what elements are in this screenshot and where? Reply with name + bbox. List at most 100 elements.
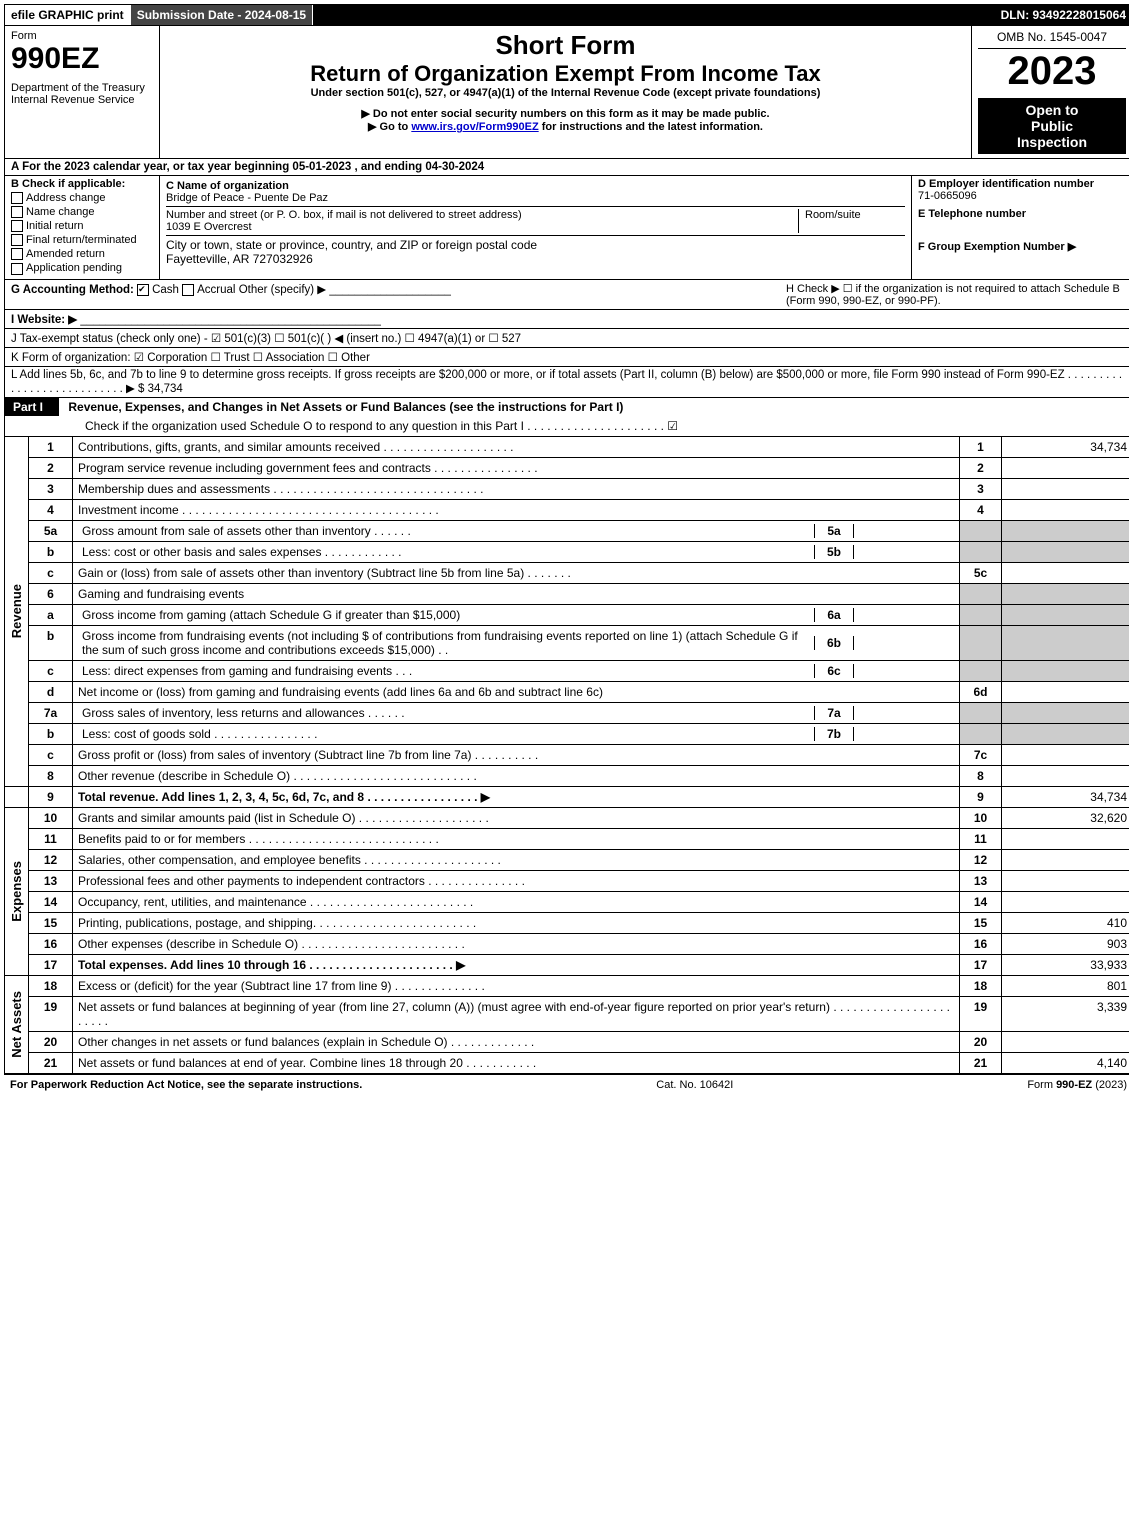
l6d-num: d	[29, 682, 73, 702]
line-i: I Website: ▶ ___________________________…	[4, 310, 1129, 329]
l18-num: 18	[29, 976, 73, 996]
l10-bn: 10	[960, 808, 1002, 828]
l14-num: 14	[29, 892, 73, 912]
l3-bn: 3	[960, 479, 1002, 499]
l9-bn: 9	[960, 787, 1002, 807]
dept-label: Department of the Treasury	[11, 82, 153, 94]
l6a-desc: Gross income from gaming (attach Schedul…	[73, 605, 960, 625]
c-street-lbl: Number and street (or P. O. box, if mail…	[166, 209, 522, 221]
check-initial[interactable]	[11, 220, 23, 232]
l11-num: 11	[29, 829, 73, 849]
l2-num: 2	[29, 458, 73, 478]
c-name-lbl: C Name of organization	[166, 180, 289, 192]
return-title: Return of Organization Exempt From Incom…	[166, 61, 965, 87]
omb-number: OMB No. 1545-0047	[978, 30, 1126, 49]
check-name[interactable]	[11, 206, 23, 218]
check-cash[interactable]	[137, 284, 149, 296]
l6c-txt: Less: direct expenses from gaming and fu…	[78, 664, 814, 678]
l20-num: 20	[29, 1032, 73, 1052]
line-5a: 5aGross amount from sale of assets other…	[29, 521, 1129, 542]
l6a-num: a	[29, 605, 73, 625]
l6b-ibn: 6b	[814, 636, 854, 650]
b-item-0: Address change	[26, 192, 106, 204]
l10-num: 10	[29, 808, 73, 828]
line-9: 9Total revenue. Add lines 1, 2, 3, 4, 5c…	[29, 787, 1129, 808]
b-item-4: Amended return	[26, 248, 105, 260]
part-1-title: Revenue, Expenses, and Changes in Net As…	[62, 400, 623, 414]
line-6d: dNet income or (loss) from gaming and fu…	[29, 682, 1129, 703]
l15-bn: 15	[960, 913, 1002, 933]
line-6a: aGross income from gaming (attach Schedu…	[29, 605, 1129, 626]
irs-link[interactable]: www.irs.gov/Form990EZ	[411, 121, 538, 133]
l20-amt	[1002, 1032, 1129, 1052]
l1-num: 1	[29, 437, 73, 457]
l12-num: 12	[29, 850, 73, 870]
l21-num: 21	[29, 1053, 73, 1073]
line-5b: b Less: cost or other basis and sales exp…	[29, 542, 1129, 563]
l6c-num: c	[29, 661, 73, 681]
l12-bn: 12	[960, 850, 1002, 870]
l16-desc: Other expenses (describe in Schedule O) …	[73, 934, 960, 954]
line-10: 10Grants and similar amounts paid (list …	[29, 808, 1129, 829]
top-bar: efile GRAPHIC print Submission Date - 20…	[4, 4, 1129, 26]
open-line-3: Inspection	[982, 134, 1122, 150]
line-l: L Add lines 5b, 6c, and 7b to line 9 to …	[4, 367, 1129, 398]
l19-num: 19	[29, 997, 73, 1031]
l9-num: 9	[29, 787, 73, 807]
l7b-desc: Less: cost of goods sold . . . . . . . .…	[73, 724, 960, 744]
check-pending[interactable]	[11, 263, 23, 275]
org-name: Bridge of Peace - Puente De Paz	[166, 192, 328, 204]
line-g-h: G Accounting Method: Cash Accrual Other …	[4, 280, 1129, 310]
footer-mid: Cat. No. 10642I	[656, 1079, 733, 1091]
l7b-ibn: 7b	[814, 727, 854, 741]
l17-bn: 17	[960, 955, 1002, 975]
l5b-txt: Less: cost or other basis and sales expe…	[78, 545, 814, 559]
l13-amt	[1002, 871, 1129, 891]
line-1: 1Contributions, gifts, grants, and simil…	[29, 437, 1129, 458]
l6d-bn: 6d	[960, 682, 1002, 702]
line-5c: cGain or (loss) from sale of assets othe…	[29, 563, 1129, 584]
part-1-label: Part I	[5, 398, 59, 416]
l5c-num: c	[29, 563, 73, 583]
l21-desc: Net assets or fund balances at end of ye…	[73, 1053, 960, 1073]
line-h: H Check ▶ ☐ if the organization is not r…	[786, 282, 1126, 307]
l7b-num: b	[29, 724, 73, 744]
line-7c: cGross profit or (loss) from sales of in…	[29, 745, 1129, 766]
line-3: 3Membership dues and assessments . . . .…	[29, 479, 1129, 500]
e-label: E Telephone number	[918, 208, 1126, 220]
l6c-ibn: 6c	[814, 664, 854, 678]
section-d-e-f: D Employer identification number 71-0665…	[912, 176, 1129, 279]
line-20: 20Other changes in net assets or fund ba…	[29, 1032, 1129, 1053]
title-cell: Short Form Return of Organization Exempt…	[160, 26, 972, 158]
line-13: 13Professional fees and other payments t…	[29, 871, 1129, 892]
revenue-label-text: Revenue	[7, 580, 26, 642]
l2-bn: 2	[960, 458, 1002, 478]
l17-num: 17	[29, 955, 73, 975]
l16-amt: 903	[1002, 934, 1129, 954]
open-line-2: Public	[982, 118, 1122, 134]
check-final[interactable]	[11, 234, 23, 246]
ssn-note: ▶ Do not enter social security numbers o…	[166, 107, 965, 120]
l21-amt: 4,140	[1002, 1053, 1129, 1073]
l8-bn: 8	[960, 766, 1002, 786]
l3-amt	[1002, 479, 1129, 499]
line-17: 17Total expenses. Add lines 10 through 1…	[29, 955, 1129, 976]
check-address[interactable]	[11, 192, 23, 204]
f-label: F Group Exemption Number ▶	[918, 240, 1126, 253]
l5a-txt: Gross amount from sale of assets other t…	[78, 524, 814, 538]
l7a-num: 7a	[29, 703, 73, 723]
l6a-ibn: 6a	[814, 608, 854, 622]
l14-desc: Occupancy, rent, utilities, and maintena…	[73, 892, 960, 912]
check-amended[interactable]	[11, 248, 23, 260]
l2-desc: Program service revenue including govern…	[73, 458, 960, 478]
b-item-3: Final return/terminated	[26, 234, 137, 246]
revenue-side-label: Revenue	[5, 437, 29, 787]
g-other: Other (specify) ▶	[239, 284, 326, 296]
l4-num: 4	[29, 500, 73, 520]
go-note: ▶ Go to www.irs.gov/Form990EZ for instru…	[166, 120, 965, 133]
check-accrual[interactable]	[182, 284, 194, 296]
l7a-desc: Gross sales of inventory, less returns a…	[73, 703, 960, 723]
l5b-num: b	[29, 542, 73, 562]
part-1-header: Part I Revenue, Expenses, and Changes in…	[4, 398, 1129, 437]
line-4: 4Investment income . . . . . . . . . . .…	[29, 500, 1129, 521]
